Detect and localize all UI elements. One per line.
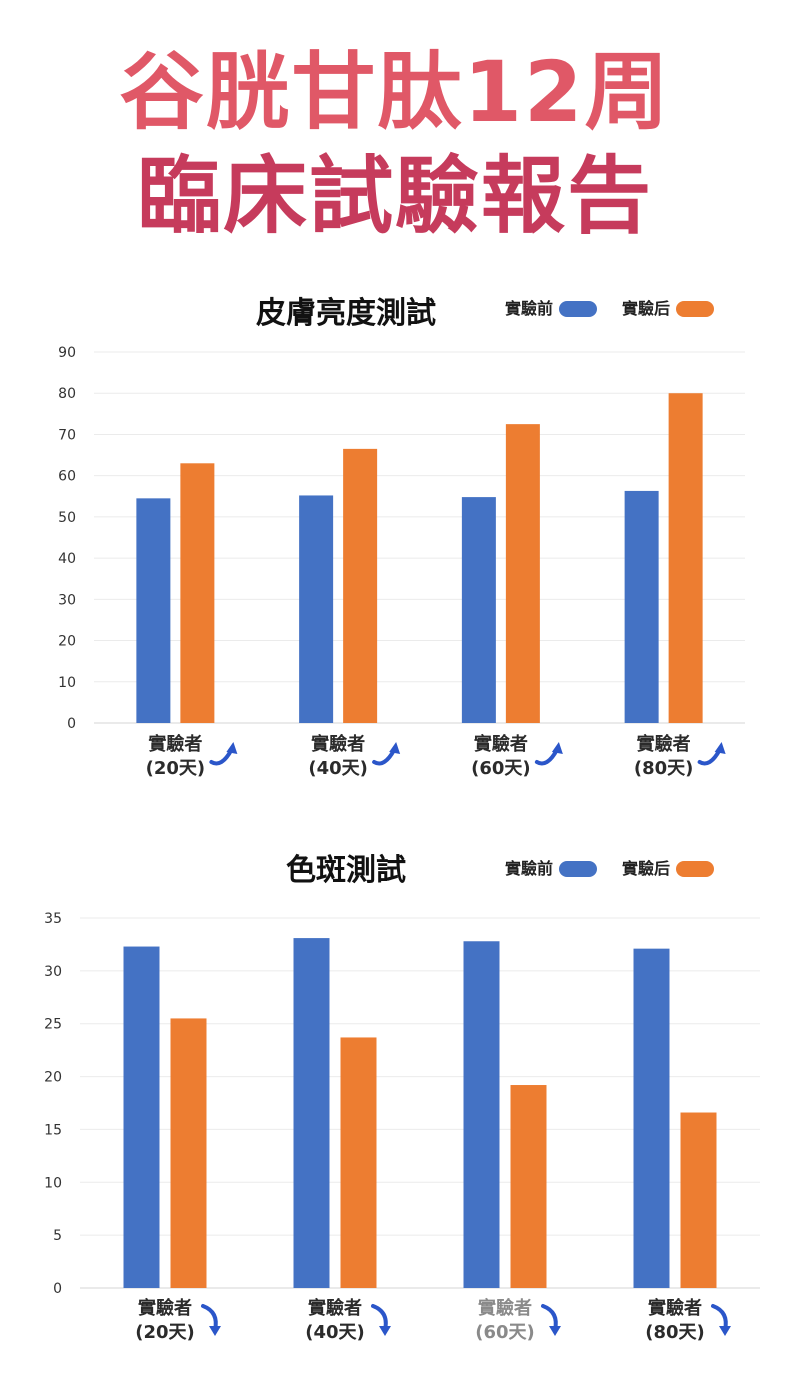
category-label-line-2: (60天)	[471, 758, 531, 779]
bar-before-2	[299, 495, 334, 723]
bar-after-1	[170, 1018, 207, 1288]
curved-up-arrow-icon	[697, 742, 726, 766]
legend-swatch-2	[676, 301, 714, 317]
curved-up-arrow-icon	[209, 742, 238, 766]
bar-after-1	[180, 463, 215, 723]
bar-after-2	[343, 448, 378, 723]
y-tick-label: 15	[44, 1122, 62, 1138]
bar-after-3	[505, 424, 540, 723]
y-tick-label: 30	[58, 592, 76, 608]
y-tick-label: 25	[44, 1017, 62, 1033]
category-label-line-1: 實驗者	[648, 1297, 702, 1319]
legend-swatch-2	[676, 861, 714, 877]
legend-swatch-1	[559, 861, 597, 877]
category-label-line-1: 實驗者	[148, 733, 202, 755]
y-tick-label: 60	[58, 469, 76, 485]
category-label-line-1: 實驗者	[478, 1297, 532, 1319]
y-tick-label: 30	[44, 964, 62, 980]
category-label-line-1: 實驗者	[637, 733, 691, 755]
category-label-line-2: (20天)	[146, 758, 206, 779]
y-tick-label: 10	[58, 675, 76, 691]
category-label-line-1: 實驗者	[311, 733, 365, 755]
y-tick-label: 5	[53, 1228, 62, 1244]
bar-before-1	[123, 946, 160, 1288]
y-tick-label: 10	[44, 1175, 62, 1191]
bar-after-4	[668, 393, 703, 723]
spot-test-chart: 色斑測試 實驗前 實驗后 0 5 10 15 20 25 30 35 實驗者 (20天) 實驗者 (40天)…	[44, 853, 760, 1343]
chart-title: 色斑測試	[286, 853, 406, 888]
y-tick-label: 90	[58, 345, 76, 361]
bar-after-3	[510, 1085, 547, 1288]
y-tick-label: 80	[58, 386, 76, 402]
y-tick-label: 35	[44, 911, 62, 927]
y-tick-label: 0	[53, 1281, 62, 1297]
bar-before-4	[633, 948, 670, 1288]
category-label-line-1: 實驗者	[474, 733, 528, 755]
bar-before-2	[293, 938, 330, 1288]
curved-down-arrow-icon	[201, 1304, 221, 1336]
curved-down-arrow-icon	[711, 1304, 731, 1336]
y-tick-label: 20	[44, 1070, 62, 1086]
legend-label-1: 實驗前	[505, 299, 553, 318]
category-label-line-2: (40天)	[308, 758, 368, 779]
category-label-line-2: (60天)	[475, 1322, 535, 1343]
category-label-line-1: 實驗者	[308, 1297, 362, 1319]
bar-after-2	[340, 1037, 377, 1288]
category-label-line-2: (80天)	[634, 758, 694, 779]
curved-down-arrow-icon	[541, 1304, 561, 1336]
y-tick-label: 40	[58, 551, 76, 567]
chart-title: 皮膚亮度測試	[256, 296, 436, 331]
category-label-line-1: 實驗者	[138, 1297, 192, 1319]
bar-after-4	[680, 1112, 717, 1288]
category-label-line-2: (80天)	[645, 1322, 705, 1343]
bar-before-1	[136, 498, 171, 723]
legend-label-1: 實驗前	[505, 859, 553, 878]
report-title-line-1: 谷胱甘肽12周	[119, 43, 671, 141]
curved-down-arrow-icon	[371, 1304, 391, 1336]
legend-label-2: 實驗后	[622, 859, 670, 878]
legend-swatch-1	[559, 301, 597, 317]
bar-before-4	[624, 490, 659, 723]
y-tick-label: 0	[67, 716, 76, 732]
y-tick-label: 70	[58, 427, 76, 443]
y-tick-label: 20	[58, 634, 76, 650]
bar-before-3	[463, 941, 500, 1288]
report-title-line-2: 臨床試驗報告	[136, 147, 653, 245]
curved-up-arrow-icon	[372, 742, 401, 766]
bar-before-3	[461, 497, 496, 723]
y-tick-label: 50	[58, 510, 76, 526]
category-label-line-2: (40天)	[305, 1322, 365, 1343]
legend-label-2: 實驗后	[622, 299, 670, 318]
skin-brightness-chart: 皮膚亮度測試 實驗前 實驗后 0 10 20 30 40 50 60 70 80 90 實驗者 (20天) 實…	[58, 296, 745, 779]
category-label-line-2: (20天)	[135, 1322, 195, 1343]
curved-up-arrow-icon	[534, 742, 563, 766]
